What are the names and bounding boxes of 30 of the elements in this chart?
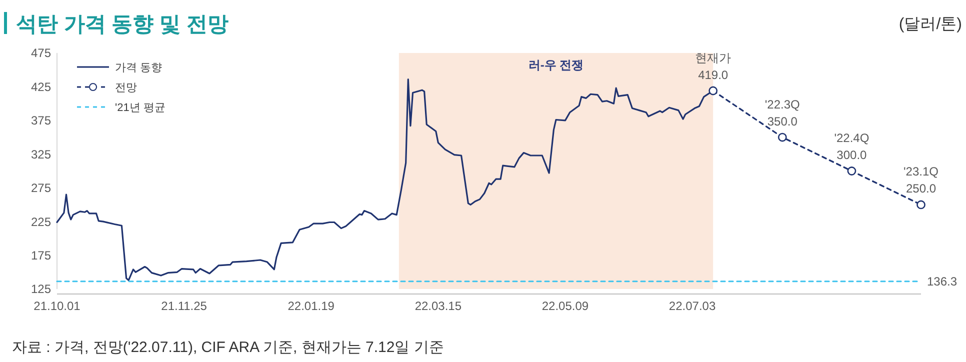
point xyxy=(916,200,926,210)
chart-title: 석탄 가격 동향 및 전망 xyxy=(16,13,228,36)
band-label: 러-우 전쟁 xyxy=(528,58,584,72)
legend-label: '21년 평균 xyxy=(115,102,166,114)
annotation: 136.3 xyxy=(927,274,958,289)
data-label: 현재가 419.0 xyxy=(695,50,732,82)
legend-label: 가격 동향 xyxy=(115,62,162,74)
point xyxy=(847,166,856,176)
y-tick-label: 175 xyxy=(30,248,52,262)
data-label: '22.4Q 300.0 xyxy=(834,131,870,162)
y-tick-label: 275 xyxy=(30,181,52,196)
y-tick-label: 475 xyxy=(30,46,52,60)
data-label: '23.1Q 250.0 xyxy=(904,164,938,196)
y-tick-label: 125 xyxy=(30,282,52,296)
legend-label: 전망 xyxy=(115,82,137,94)
y-tick-label: 375 xyxy=(30,114,52,128)
data-label: '22.3Q 350.0 xyxy=(764,97,800,128)
text: 자료 : 가격, 전망('22.07.11), CIF ARA 기준, 현재가는 7.12일 기준 xyxy=(12,339,444,356)
y-tick-label: 225 xyxy=(30,214,52,229)
x-tick-label: 21.11.25 xyxy=(161,299,208,313)
point xyxy=(778,132,787,142)
y-tick-label: 425 xyxy=(30,80,52,94)
x-tick-label: 21.10.01 xyxy=(34,299,81,313)
x-tick-label: 22.05.09 xyxy=(542,299,589,313)
x-tick-label: 22.07.03 xyxy=(668,299,716,313)
x-tick-label: 22.01.19 xyxy=(288,299,335,313)
point xyxy=(708,86,718,96)
x-tick-label: 22.03.15 xyxy=(414,299,462,313)
y-axis-title: (달러/톤) xyxy=(898,16,962,33)
y-tick-label: 325 xyxy=(30,147,52,162)
